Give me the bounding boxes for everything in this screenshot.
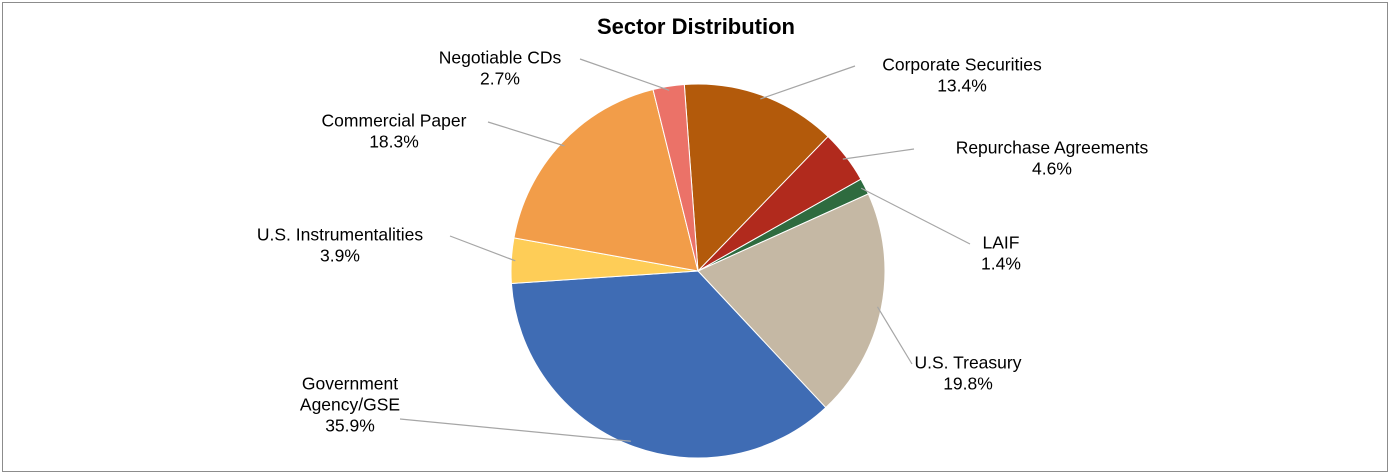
pie-slice-negotiable-cds [652, 83, 699, 272]
slice-pct-label-negotiable-cds: 2.7% [480, 69, 520, 89]
pie-slices [510, 83, 886, 459]
pie-slice-commercial-paper [513, 88, 699, 272]
slice-name-label-government-agency-gse: Agency/GSE [300, 395, 400, 415]
slice-name-label-u-s-instrumentalities: U.S. Instrumentalities [257, 225, 424, 245]
pie-slice-corporate-securities [683, 83, 829, 273]
slice-pct-label-laif: 1.4% [981, 254, 1021, 274]
slice-name-label-negotiable-cds: Negotiable CDs [439, 48, 562, 68]
leader-line-corporate-securities [760, 65, 856, 100]
leader-line-repurchase-agreements [842, 148, 915, 160]
leader-line-u-s-treasury [876, 306, 913, 365]
slice-pct-label-corporate-securities: 13.4% [937, 76, 987, 96]
slice-name-label-corporate-securities: Corporate Securities [882, 55, 1042, 75]
leader-line-laif [860, 187, 971, 245]
slice-pct-label-u-s-treasury: 19.8% [943, 374, 993, 394]
chart-title: Sector Distribution [596, 14, 795, 39]
pie-slice-u-s-treasury [697, 193, 886, 409]
slice-name-label-repurchase-agreements: Repurchase Agreements [956, 138, 1149, 158]
leader-line-negotiable-cds [579, 58, 670, 91]
slice-name-label-government-agency-gse: Government [302, 374, 398, 394]
leader-lines [399, 58, 971, 442]
leader-line-government-agency-gse [399, 418, 631, 442]
slice-name-label-u-s-treasury: U.S. Treasury [915, 353, 1022, 373]
slice-pct-label-u-s-instrumentalities: 3.9% [320, 246, 360, 266]
pie-slice-government-agency-gse [510, 270, 827, 459]
slice-pct-label-government-agency-gse: 35.9% [325, 416, 375, 436]
slice-pct-label-repurchase-agreements: 4.6% [1032, 159, 1072, 179]
slice-name-label-laif: LAIF [983, 233, 1020, 253]
slice-pct-label-commercial-paper: 18.3% [369, 132, 419, 152]
leader-line-u-s-instrumentalities [449, 235, 516, 262]
slice-name-label-commercial-paper: Commercial Paper [322, 111, 467, 131]
leader-line-commercial-paper [487, 121, 565, 147]
